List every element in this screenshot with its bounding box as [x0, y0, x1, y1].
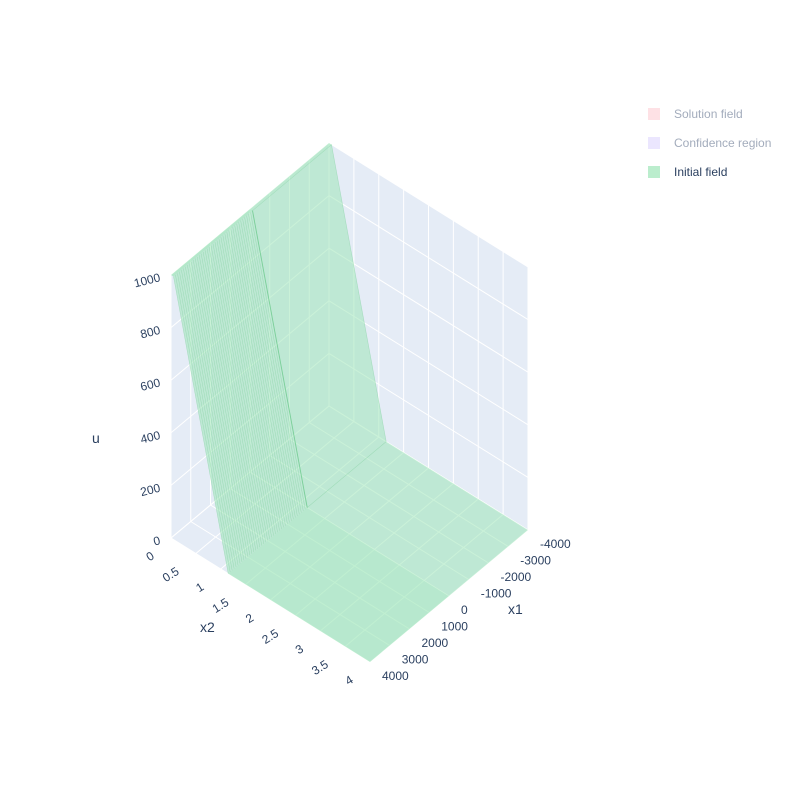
x1-tick-label: -3000 — [520, 554, 551, 568]
x2-tick-label: 0.5 — [160, 564, 182, 585]
x2-tick-label: 4 — [342, 673, 355, 689]
surface-mesh-line — [185, 266, 241, 564]
surface-mesh-line — [220, 236, 276, 535]
surface-mesh-line — [218, 238, 274, 536]
x1-tick-label: -4000 — [540, 537, 571, 551]
surface-mesh-line — [179, 271, 235, 569]
surface-mesh-line — [236, 223, 292, 521]
surface-mesh-line — [226, 231, 282, 530]
legend-item[interactable]: Confidence region — [648, 136, 771, 150]
gridline-u — [328, 247, 529, 373]
surface-mesh-line — [175, 274, 231, 573]
surface-mesh-line — [224, 233, 280, 531]
surface-mesh-line — [240, 220, 296, 518]
u-tick-label: 1000 — [132, 270, 162, 290]
surface-mesh-line — [216, 240, 272, 538]
surface-mesh-line — [234, 225, 290, 523]
u-tick-label: 400 — [139, 428, 162, 447]
legend: Solution field Confidence region Initial f… — [648, 107, 771, 179]
surface-mesh-line — [177, 273, 233, 571]
u-tick-label: 0 — [152, 533, 162, 548]
surface-mesh-line — [210, 245, 266, 543]
x1-tick-label: 4000 — [382, 669, 409, 683]
surface-mesh-line — [202, 251, 259, 549]
surface-mesh-line — [244, 217, 300, 515]
u-axis-title: u — [92, 430, 100, 446]
x1-tick-label: 3000 — [402, 653, 429, 667]
x1-tick-label: 0 — [461, 603, 468, 617]
surface-mesh-line — [232, 227, 288, 525]
x2-tick-label: 0 — [143, 549, 156, 565]
surface-mesh-line — [242, 218, 298, 516]
x2-axis-title: x2 — [200, 619, 215, 635]
surface-mesh-line — [250, 212, 306, 510]
surface-mesh-line — [212, 243, 268, 541]
surface-mesh-line — [222, 235, 278, 533]
legend-item[interactable]: Solution field — [648, 107, 743, 121]
x2-tick-label: 2.5 — [259, 626, 281, 647]
surface-mesh-line — [204, 250, 261, 548]
surface-mesh-line — [198, 255, 255, 553]
surface-mesh-line — [181, 269, 237, 568]
legend-label: Confidence region — [674, 136, 771, 150]
surface-low-plateau-back — [307, 441, 528, 596]
legend-swatch — [648, 137, 660, 149]
gridline-u — [328, 195, 529, 321]
x2-tick-label: 1 — [193, 580, 206, 596]
u-tick-label: 600 — [139, 375, 162, 394]
x1-tick-label: 1000 — [441, 620, 468, 634]
surface-cliff-front — [173, 210, 308, 574]
x1-axis-title: x1 — [508, 601, 523, 617]
surface-mesh-line — [248, 213, 304, 511]
surface-low-plateau-front — [228, 507, 449, 662]
x2-tick-label: 1.5 — [210, 595, 232, 616]
legend-label: Solution field — [674, 107, 743, 121]
u-tick-label: 200 — [139, 481, 162, 500]
surface-mesh-line — [230, 228, 286, 526]
surface-mesh-line — [189, 263, 245, 561]
surface-mesh-line — [194, 258, 251, 556]
surface-mesh-line — [191, 261, 247, 559]
surface-mesh-line — [206, 248, 263, 546]
surface-mesh-line — [246, 215, 302, 513]
surface-mesh-line — [208, 246, 265, 544]
legend-item[interactable]: Initial field — [648, 165, 727, 179]
surface-mesh-line — [192, 260, 249, 558]
u-tick-label: 800 — [139, 323, 162, 342]
surface-mesh-line — [187, 264, 243, 563]
surface-mesh-line — [196, 256, 253, 554]
x2-tick-label: 2 — [243, 611, 256, 627]
surface-mesh-line — [173, 276, 229, 574]
x1-tick-label: 2000 — [422, 636, 449, 650]
surface-high-plateau-front — [171, 209, 253, 277]
surface-mesh-line — [200, 253, 257, 551]
surface-high-plateau-back — [250, 143, 332, 211]
surface-mesh-line — [183, 268, 239, 566]
legend-swatch — [648, 166, 660, 178]
gridline-u — [328, 142, 529, 268]
legend-label: Initial field — [674, 165, 727, 179]
x2-tick-label: 3 — [293, 642, 306, 658]
surface-mesh-line — [214, 241, 270, 540]
surface-mesh-line — [228, 230, 284, 528]
legend-swatch — [648, 108, 660, 120]
x2-tick-label: 3.5 — [309, 657, 331, 678]
surface-seam — [251, 210, 308, 508]
x1-tick-label: -2000 — [501, 570, 532, 584]
x1-tick-label: -1000 — [481, 587, 512, 601]
surface-mesh-line — [238, 222, 294, 520]
